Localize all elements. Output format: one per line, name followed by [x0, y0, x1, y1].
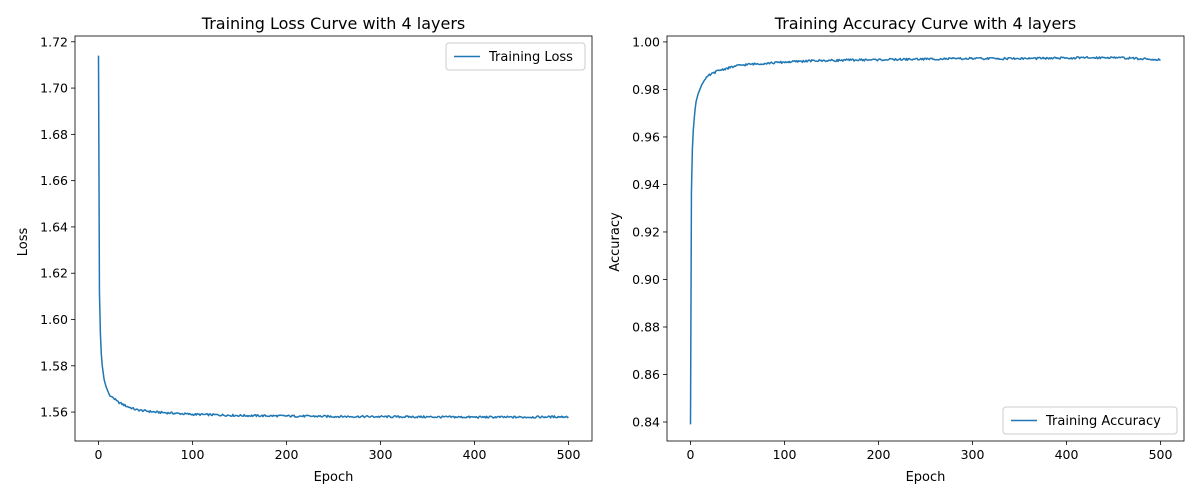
accuracy-chart-ytick-label-8: 1.00	[632, 34, 660, 49]
loss-chart-xtick-label-5: 500	[557, 447, 581, 462]
accuracy-chart-ytick-label-3: 0.90	[632, 272, 660, 287]
loss-chart-plot-frame	[74, 35, 593, 442]
accuracy-chart-legend-label: Training Accuracy	[1045, 414, 1161, 429]
accuracy-chart-ytick-label-2: 0.88	[632, 319, 660, 334]
loss-chart-series-line-0	[97, 55, 569, 419]
loss-chart-xtick-label-0: 0	[95, 447, 103, 462]
accuracy-chart: Training Accuracy Curve with 4 layers Ep…	[608, 14, 1185, 485]
accuracy-chart-xtick-label-2: 200	[867, 447, 891, 462]
accuracy-chart-plot-frame	[666, 35, 1185, 442]
accuracy-chart-xtick-label-5: 500	[1149, 447, 1173, 462]
loss-chart-xtick-label-4: 400	[463, 447, 487, 462]
loss-chart-ytick-label-3: 1.62	[40, 266, 68, 281]
accuracy-chart-series-line-0	[689, 55, 1161, 425]
loss-chart-ylabel: Loss	[16, 228, 31, 257]
loss-chart-ytick-label-7: 1.70	[40, 81, 68, 96]
accuracy-chart-xtick-label-4: 400	[1055, 447, 1079, 462]
loss-chart-ytick-label-8: 1.72	[40, 34, 68, 49]
loss-chart-ytick-label-6: 1.68	[40, 127, 68, 142]
loss-chart-xlabel: Epoch	[314, 470, 354, 485]
loss-chart-xtick-label-2: 200	[275, 447, 299, 462]
accuracy-chart-xtick-label-1: 100	[773, 447, 797, 462]
accuracy-chart-xtick-label-3: 300	[961, 447, 985, 462]
accuracy-chart-ytick-label-1: 0.86	[632, 367, 660, 382]
accuracy-chart-ytick-label-5: 0.94	[632, 177, 660, 192]
loss-chart-ytick-label-2: 1.60	[40, 312, 68, 327]
loss-chart-ytick-label-4: 1.64	[40, 219, 68, 234]
accuracy-chart-legend-box	[1002, 406, 1178, 435]
accuracy-chart-ytick-label-4: 0.92	[632, 224, 660, 239]
loss-chart-legend-label: Training Loss	[488, 50, 573, 65]
loss-chart-ytick-label-5: 1.66	[40, 173, 68, 188]
loss-chart: Training Loss Curve with 4 layers Epoch …	[16, 14, 593, 485]
loss-chart-legend-box	[445, 42, 586, 71]
accuracy-chart-ylabel: Accuracy	[608, 212, 623, 272]
loss-chart-ytick-label-1: 1.58	[40, 358, 68, 373]
accuracy-chart-ytick-label-6: 0.96	[632, 129, 660, 144]
accuracy-chart-ytick-label-0: 0.84	[632, 414, 660, 429]
loss-chart-xtick-label-3: 300	[369, 447, 393, 462]
loss-chart-ytick-label-0: 1.56	[40, 405, 68, 420]
loss-chart-xtick-label-1: 100	[181, 447, 205, 462]
accuracy-chart-xtick-label-0: 0	[687, 447, 695, 462]
accuracy-chart-xlabel: Epoch	[906, 470, 946, 485]
accuracy-chart-title: Training Accuracy Curve with 4 layers	[774, 14, 1076, 33]
accuracy-chart-ytick-label-7: 0.98	[632, 82, 660, 97]
loss-chart-title: Training Loss Curve with 4 layers	[201, 14, 465, 33]
